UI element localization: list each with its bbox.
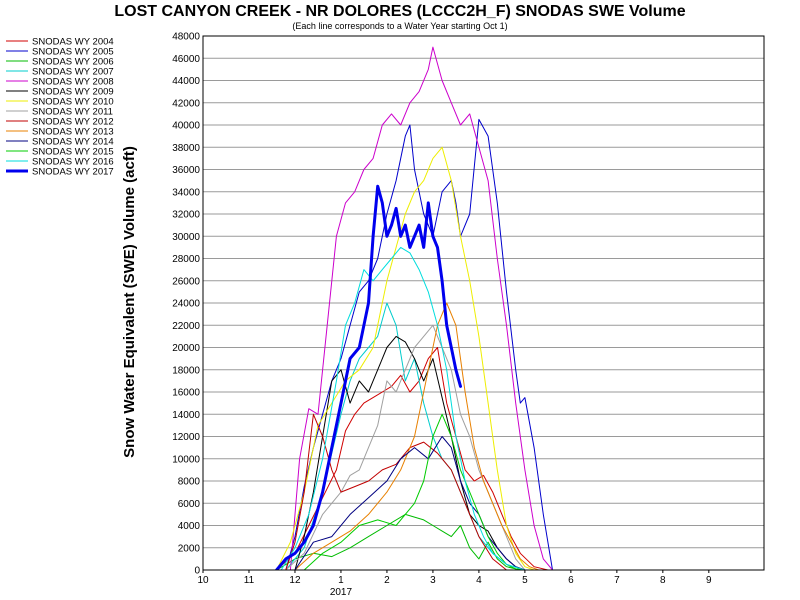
chart-subtitle: (Each line corresponds to a Water Year s… — [292, 21, 507, 31]
y-tick-label: 16000 — [172, 388, 200, 399]
series-line-snodas-wy-2017 — [275, 184, 462, 570]
legend-label: SNODAS WY 2008 — [32, 77, 114, 88]
y-tick-label: 44000 — [172, 76, 200, 87]
series-line-snodas-wy-2012 — [285, 413, 507, 570]
series-line-snodas-wy-2013 — [294, 302, 540, 570]
x-tick-label: 9 — [706, 575, 712, 586]
y-tick-label: 6000 — [178, 499, 201, 510]
series-line-snodas-wy-2016 — [280, 246, 526, 570]
legend-label: SNODAS WY 2017 — [32, 167, 114, 178]
y-tick-label: 28000 — [172, 254, 200, 265]
y-tick-label: 12000 — [172, 432, 200, 443]
series-line-snodas-wy-2010 — [276, 146, 535, 570]
plot-area — [202, 35, 765, 571]
y-tick-label: 34000 — [172, 187, 200, 198]
y-axis-label: Snow Water Equivalent (SWE) Volume (acft… — [121, 146, 138, 458]
series-line-snodas-wy-2009 — [294, 335, 526, 570]
legend-label: SNODAS WY 2016 — [32, 157, 114, 168]
series-line-snodas-wy-2008 — [289, 46, 553, 570]
y-tick-label: 24000 — [172, 299, 200, 310]
series-line-snodas-wy-2005 — [285, 118, 553, 570]
x-tick-label: 7 — [614, 575, 620, 586]
y-tick-label: 42000 — [172, 98, 200, 109]
y-tick-label: 26000 — [172, 276, 200, 287]
y-tick-label: 40000 — [172, 121, 200, 132]
x-tick-label: 3 — [430, 575, 436, 586]
y-axis-ticks: 0 2000 4000 6000 8000 10000 12000 14000 16000 180… — [172, 32, 200, 577]
y-tick-label: 36000 — [172, 165, 200, 176]
y-tick-label: 48000 — [172, 32, 200, 43]
y-tick-label: 46000 — [172, 54, 200, 65]
plot-frame — [202, 35, 765, 571]
series-line-snodas-wy-2014 — [294, 436, 526, 570]
y-tick-label: 18000 — [172, 365, 200, 376]
legend-label: SNODAS WY 2009 — [32, 87, 114, 98]
x-axis-ticks: 10 11 12 1 2 3 4 5 6 7 8 9 — [197, 570, 712, 586]
x-tick-label: 8 — [660, 575, 666, 586]
series-layer — [275, 46, 553, 570]
x-tick-label: 12 — [289, 575, 301, 586]
legend-label: SNODAS WY 2004 — [32, 37, 114, 48]
legend-label: SNODAS WY 2007 — [32, 67, 114, 78]
y-tick-label: 2000 — [178, 543, 201, 554]
y-tick-label: 14000 — [172, 410, 200, 421]
x-tick-label: 11 — [244, 575, 255, 586]
x-axis-year-label: 2017 — [330, 587, 353, 598]
x-tick-label: 1 — [338, 575, 344, 586]
y-tick-label: 38000 — [172, 143, 200, 154]
legend-label: SNODAS WY 2005 — [32, 47, 114, 58]
y-tick-label: 22000 — [172, 321, 200, 332]
y-tick-label: 20000 — [172, 343, 200, 354]
legend-label: SNODAS WY 2013 — [32, 127, 114, 138]
y-tick-label: 4000 — [178, 521, 201, 532]
y-tick-label: 30000 — [172, 232, 200, 243]
x-tick-label: 4 — [476, 575, 482, 586]
legend-label: SNODAS WY 2014 — [32, 137, 114, 148]
x-tick-label: 2 — [384, 575, 390, 586]
y-tick-label: 32000 — [172, 210, 200, 221]
legend-label: SNODAS WY 2015 — [32, 147, 114, 158]
y-tick-label: 0 — [194, 566, 200, 577]
chart-title: LOST CANYON CREEK - NR DOLORES (LCCC2H_F… — [114, 3, 685, 20]
legend-label: SNODAS WY 2010 — [32, 97, 114, 108]
legend-label: SNODAS WY 2011 — [32, 107, 113, 118]
y-tick-label: 10000 — [172, 454, 200, 465]
x-tick-label: 6 — [568, 575, 574, 586]
x-tick-label: 5 — [522, 575, 528, 586]
y-tick-label: 8000 — [178, 477, 201, 488]
x-tick-label: 10 — [197, 575, 209, 586]
legend-label: SNODAS WY 2006 — [32, 57, 114, 68]
legend-label: SNODAS WY 2012 — [32, 117, 114, 128]
